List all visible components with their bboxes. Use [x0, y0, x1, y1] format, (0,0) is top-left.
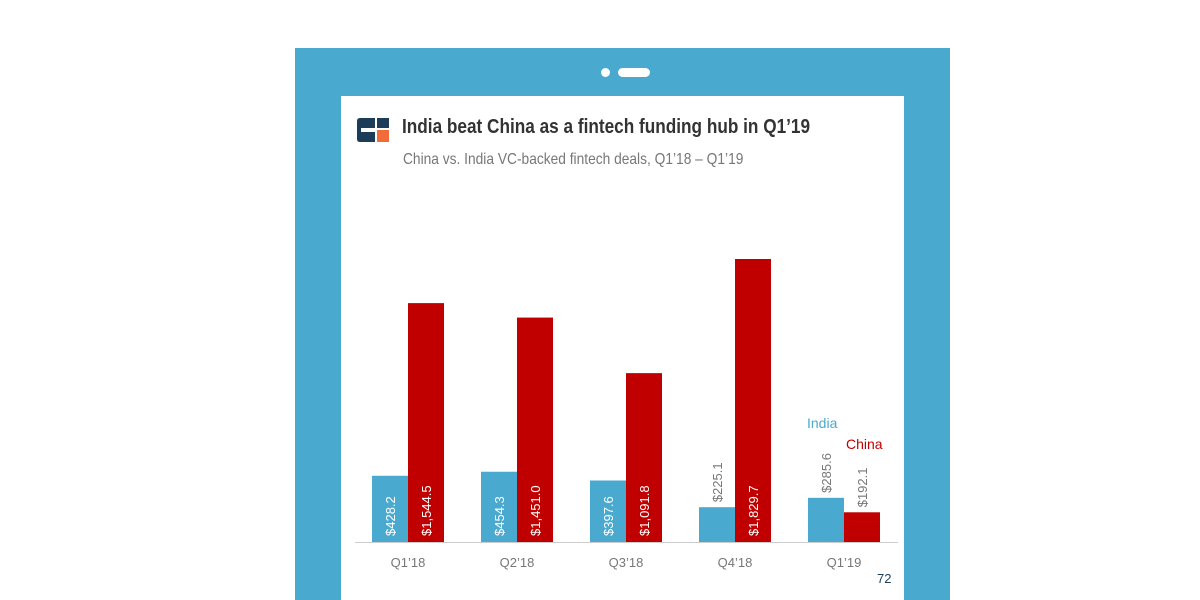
data-label-china-1: $1,451.0: [528, 485, 543, 536]
data-label-china-4: $192.1: [855, 468, 870, 508]
bar-india-3: [699, 507, 735, 542]
data-label-india-1: $454.3: [492, 496, 507, 536]
bar-china-0: [408, 303, 444, 542]
page-number: 72: [877, 571, 892, 586]
camera-dot: [601, 68, 610, 77]
x-tick-label: Q4’18: [718, 555, 753, 570]
bar-india-4: [808, 497, 844, 542]
bar-india-1: [481, 471, 517, 542]
bar-china-1: [517, 317, 553, 542]
cb-insights-logo-icon: [357, 118, 389, 142]
x-tick-label: Q1’19: [827, 555, 862, 570]
chart-title: India beat China as a fintech funding hu…: [402, 116, 811, 138]
x-tick-label: Q1’18: [391, 555, 426, 570]
bar-china-4: [844, 512, 880, 542]
data-label-india-2: $397.6: [601, 496, 616, 536]
data-label-china-0: $1,544.5: [419, 485, 434, 536]
bar-china-3: [735, 259, 771, 542]
bar-china-2: [626, 373, 662, 542]
data-label-india-4: $285.6: [819, 453, 834, 493]
chart-subtitle: China vs. India VC-backed fintech deals,…: [403, 151, 744, 168]
x-tick-label: Q3’18: [609, 555, 644, 570]
speaker-bar: [618, 68, 650, 77]
data-label-china-3: $1,829.7: [746, 485, 761, 536]
data-label-china-2: $1,091.8: [637, 485, 652, 536]
legend-india: India: [807, 415, 838, 431]
bar-india-2: [590, 480, 626, 542]
bar-india-0: [372, 475, 408, 542]
legend-china: China: [846, 436, 883, 452]
x-tick-label: Q2’18: [500, 555, 535, 570]
data-label-india-3: $225.1: [710, 462, 725, 502]
data-label-india-0: $428.2: [383, 496, 398, 536]
